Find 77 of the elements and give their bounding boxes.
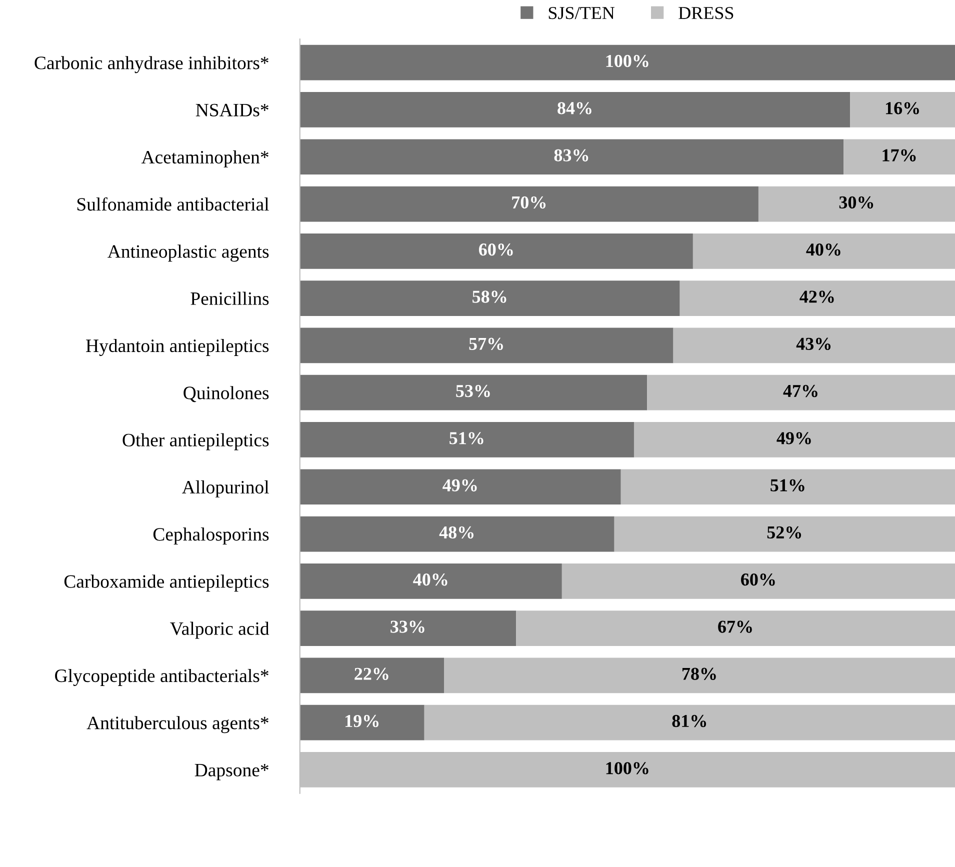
data-label: 52% xyxy=(767,526,802,539)
data-label: 40% xyxy=(806,243,840,256)
bar xyxy=(300,233,693,269)
data-label: 53% xyxy=(456,384,490,398)
bar xyxy=(300,139,844,175)
data-label: 49% xyxy=(442,479,477,492)
data-label: 60% xyxy=(478,243,513,256)
data-label: 67% xyxy=(718,620,752,633)
data-label: 83% xyxy=(554,149,588,162)
data-label: 17% xyxy=(882,149,916,162)
data-label: 51% xyxy=(450,432,484,444)
y-tick-label: Acetaminophen* xyxy=(141,150,268,168)
bar xyxy=(634,422,955,458)
bar xyxy=(680,280,955,316)
bar xyxy=(300,92,850,128)
y-tick-label: Valporic acid xyxy=(170,622,270,639)
data-label: 30% xyxy=(839,196,874,209)
data-label: 16% xyxy=(886,102,919,114)
bar xyxy=(620,469,955,505)
bar xyxy=(300,374,648,410)
bar xyxy=(300,186,758,222)
y-tick-label: Dapsone* xyxy=(194,764,268,780)
data-label: 100% xyxy=(606,54,648,68)
y-tick-label: Carbonic anhydrase inhibitors* xyxy=(34,56,268,74)
data-label: 43% xyxy=(796,338,831,350)
bar xyxy=(424,704,955,740)
bar xyxy=(300,469,621,505)
data-label: 49% xyxy=(776,432,811,444)
data-label: 58% xyxy=(472,290,506,303)
y-tick-label: Quinolones xyxy=(184,386,269,402)
y-tick-label: Allopurinol xyxy=(182,480,269,498)
bar xyxy=(300,563,562,599)
bar xyxy=(614,516,955,552)
data-label: 47% xyxy=(783,384,818,398)
data-label: 51% xyxy=(770,479,804,492)
y-tick-label: Glycopeptide antibacterials* xyxy=(55,668,268,686)
y-tick-label: Hydantoin antiepileptics xyxy=(86,338,269,356)
y-tick-label: Antituberculous agents* xyxy=(86,716,268,734)
y-tick-label: Antineoplastic agents xyxy=(108,244,269,262)
bar xyxy=(300,328,674,364)
y-tick-label: Cephalosporins xyxy=(153,528,269,545)
bar xyxy=(300,610,516,646)
bar xyxy=(300,422,634,458)
legend-label: DRESS xyxy=(678,6,734,20)
data-label: 57% xyxy=(469,338,503,350)
data-label: 60% xyxy=(741,573,775,586)
data-label: 42% xyxy=(800,290,834,303)
legend-label: SJS/TEN xyxy=(548,6,614,20)
bar xyxy=(850,92,955,128)
bar xyxy=(844,139,955,175)
data-label: 84% xyxy=(558,102,592,114)
data-label: 48% xyxy=(439,526,474,539)
bar xyxy=(673,328,955,364)
y-tick-label: Penicillins xyxy=(190,292,269,305)
bar xyxy=(300,704,424,740)
bar xyxy=(516,610,955,646)
bar xyxy=(444,658,955,694)
bar xyxy=(300,44,955,80)
y-tick-label: Sulfonamide antibacterial xyxy=(77,197,269,211)
bar xyxy=(692,233,955,269)
bar xyxy=(300,516,614,552)
bar xyxy=(300,280,680,316)
data-label: 70% xyxy=(512,196,546,209)
data-label: 81% xyxy=(672,714,706,728)
data-label: 100% xyxy=(606,762,648,774)
y-tick-label: Carboxamide antiepileptics xyxy=(64,574,269,592)
data-label: 33% xyxy=(390,620,424,633)
bar xyxy=(647,374,955,410)
bar xyxy=(758,186,955,222)
data-label: 22% xyxy=(354,668,388,680)
y-tick-label: NSAIDs* xyxy=(196,104,268,116)
bar xyxy=(300,658,444,694)
data-label: 19% xyxy=(346,714,378,728)
data-label: 78% xyxy=(682,668,716,680)
y-tick-label: Other antiepileptics xyxy=(122,433,269,450)
data-label: 40% xyxy=(413,573,448,586)
bar xyxy=(562,563,955,599)
